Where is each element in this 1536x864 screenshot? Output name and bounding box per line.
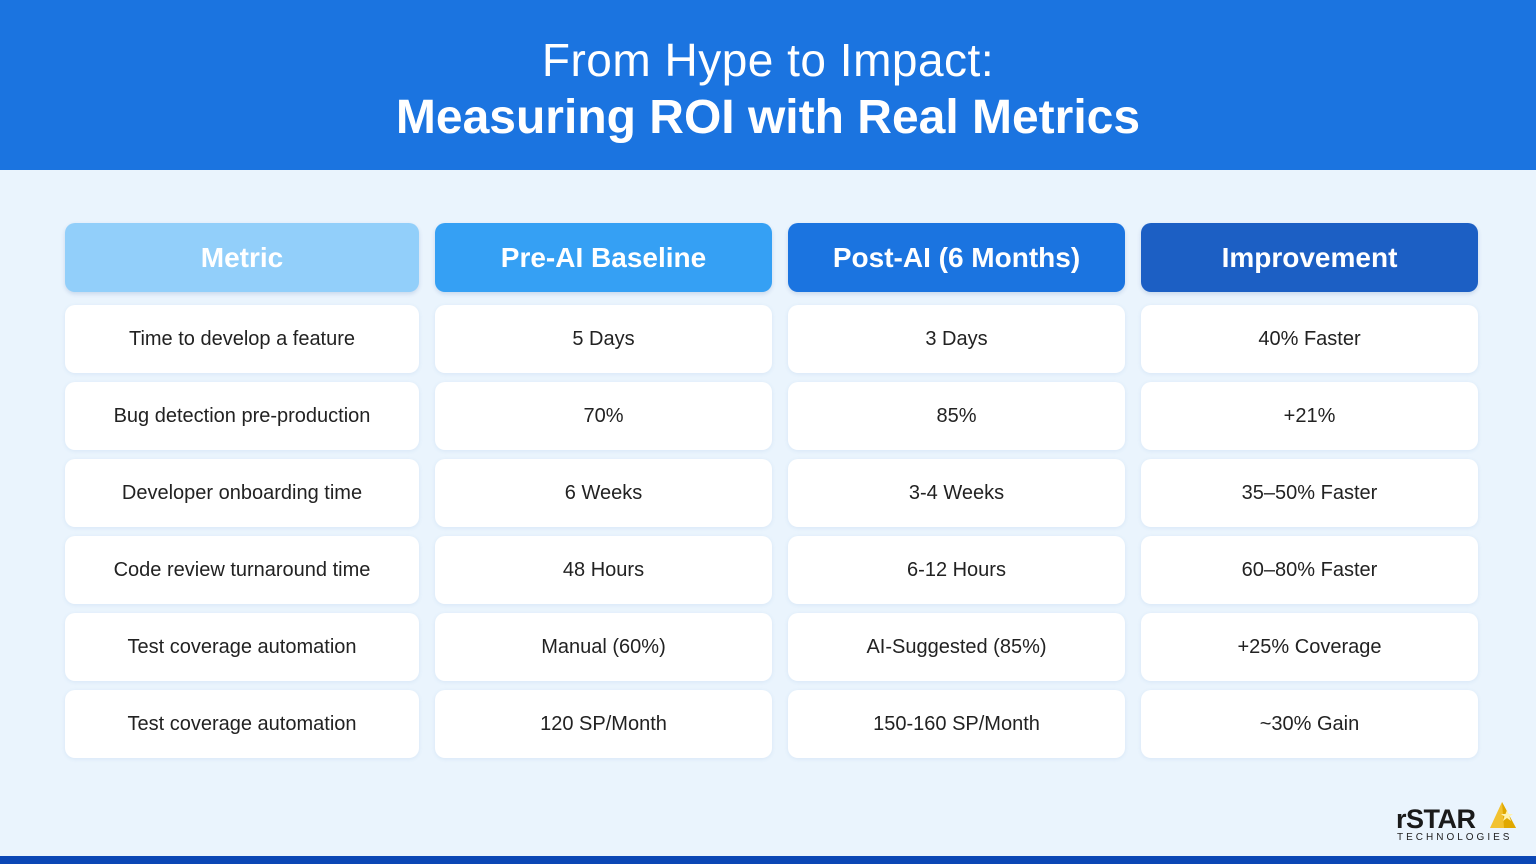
header-improvement: Improvement — [1141, 223, 1478, 292]
improvement-cell: ~30% Gain — [1141, 690, 1478, 758]
improvement-cell: 60–80% Faster — [1141, 536, 1478, 604]
post-ai-cell: 3-4 Weeks — [788, 459, 1125, 527]
bottom-bar — [0, 856, 1536, 864]
improvement-cell: +25% Coverage — [1141, 613, 1478, 681]
title-banner: From Hype to Impact: Measuring ROI with … — [0, 0, 1536, 170]
header-pre-ai-baseline: Pre-AI Baseline — [435, 223, 772, 292]
header-metric: Metric — [65, 223, 419, 292]
title-line-2: Measuring ROI with Real Metrics — [395, 91, 1141, 144]
baseline-cell: 5 Days — [435, 305, 772, 373]
baseline-cell: 70% — [435, 382, 772, 450]
metric-cell: Bug detection pre-production — [65, 382, 419, 450]
rstar-logo: rSTAR TECHNOLOGIES — [1396, 800, 1520, 846]
post-ai-cell: AI-Suggested (85%) — [788, 613, 1125, 681]
logo-subtitle: TECHNOLOGIES — [1397, 832, 1513, 843]
star-icon — [1490, 802, 1516, 828]
baseline-cell: Manual (60%) — [435, 613, 772, 681]
post-ai-cell: 85% — [788, 382, 1125, 450]
logo-wordmark: rSTAR — [1396, 804, 1476, 834]
metric-cell: Test coverage automation — [65, 690, 419, 758]
post-ai-cell: 150-160 SP/Month — [788, 690, 1125, 758]
header-post-ai: Post-AI (6 Months) — [788, 223, 1125, 292]
metric-cell: Developer onboarding time — [65, 459, 419, 527]
baseline-cell: 120 SP/Month — [435, 690, 772, 758]
post-ai-cell: 6-12 Hours — [788, 536, 1125, 604]
metric-cell: Code review turnaround time — [65, 536, 419, 604]
improvement-cell: 35–50% Faster — [1141, 459, 1478, 527]
post-ai-cell: 3 Days — [788, 305, 1125, 373]
title-line-1: From Hype to Impact: — [541, 34, 995, 86]
metric-cell: Time to develop a feature — [65, 305, 419, 373]
baseline-cell: 48 Hours — [435, 536, 772, 604]
metric-cell: Test coverage automation — [65, 613, 419, 681]
improvement-cell: +21% — [1141, 382, 1478, 450]
baseline-cell: 6 Weeks — [435, 459, 772, 527]
improvement-cell: 40% Faster — [1141, 305, 1478, 373]
